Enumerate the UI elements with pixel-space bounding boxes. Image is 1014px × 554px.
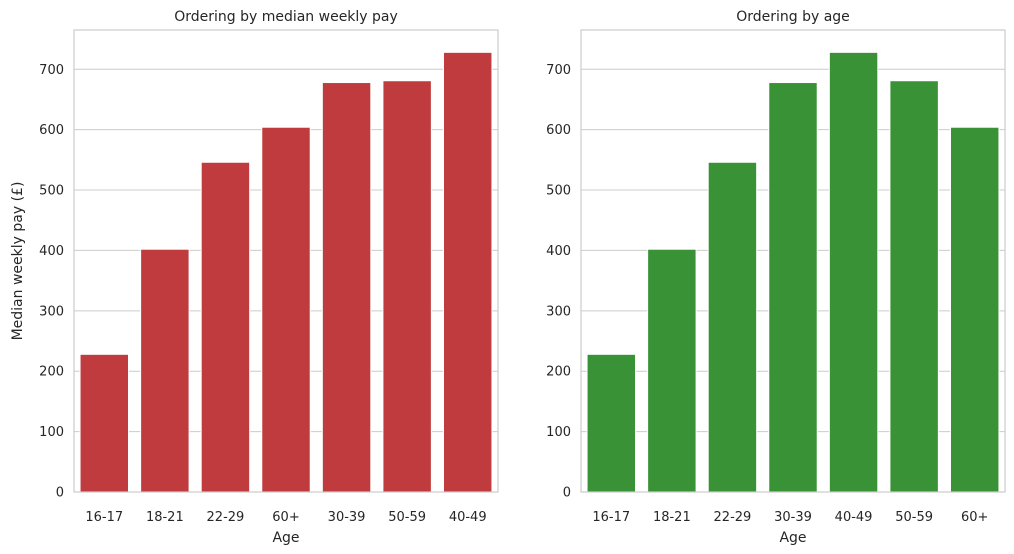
y-tick-label: 0 — [56, 486, 64, 501]
x-tick-label: 50-59 — [895, 510, 933, 525]
x-tick-labels: 16-17 18-21 22-29 60+ 30-39 50-59 40-49 — [85, 510, 486, 525]
x-axis-label: Age — [779, 530, 806, 546]
y-tick-label: 600 — [39, 123, 64, 138]
y-tick-label: 500 — [39, 184, 64, 199]
y-tick-label: 200 — [39, 365, 64, 380]
x-tick-label: 18-21 — [653, 510, 691, 525]
chart-panel-age-order: Ordering by age Age 16-17 18-21 22-29 30-39… — [546, 9, 1006, 546]
bars — [586, 51, 1000, 493]
x-tick-label: 40-49 — [449, 510, 487, 525]
x-tick-label: 16-17 — [592, 510, 630, 525]
y-tick-label: 300 — [546, 304, 571, 319]
bar-40-49 — [442, 51, 493, 493]
bar-60+ — [261, 126, 311, 493]
bar-50-59 — [889, 80, 939, 493]
bar-16-17 — [586, 353, 637, 493]
bar-60+ — [949, 126, 1000, 493]
y-tick-label: 500 — [546, 184, 571, 199]
x-tick-label: 18-21 — [146, 510, 184, 525]
bar-30-39 — [768, 82, 818, 493]
y-tick-labels: 0 100 200 300 400 500 600 700 — [39, 63, 64, 501]
y-tick-label: 400 — [546, 244, 571, 259]
y-tick-label: 0 — [563, 486, 571, 501]
x-tick-labels: 16-17 18-21 22-29 30-39 40-49 50-59 60+ — [592, 510, 988, 525]
y-tick-label: 100 — [546, 425, 571, 440]
x-tick-label: 22-29 — [714, 510, 752, 525]
chart-title: Ordering by median weekly pay — [174, 9, 398, 25]
y-tick-labels: 0 100 200 300 400 500 600 700 — [546, 63, 571, 501]
y-tick-label: 300 — [39, 304, 64, 319]
bar-18-21 — [140, 248, 190, 493]
bar-50-59 — [382, 80, 432, 493]
chart-panel-pay-order: Ordering by median weekly pay Age Median… — [10, 9, 499, 546]
y-axis-label: Median weekly pay (£) — [10, 182, 26, 341]
x-tick-label: 30-39 — [328, 510, 366, 525]
x-tick-label: 22-29 — [207, 510, 245, 525]
y-tick-label: 700 — [546, 63, 571, 78]
plot-frame — [73, 29, 499, 493]
bars — [79, 51, 493, 493]
chart-title: Ordering by age — [736, 9, 850, 25]
y-tick-label: 400 — [39, 244, 64, 259]
y-tick-label: 700 — [39, 63, 64, 78]
x-tick-label: 60+ — [961, 510, 988, 525]
bar-22-29 — [200, 161, 251, 493]
bar-40-49 — [828, 51, 879, 493]
x-tick-label: 50-59 — [388, 510, 426, 525]
x-axis-label: Age — [272, 530, 299, 546]
y-tick-label: 100 — [39, 425, 64, 440]
x-tick-label: 16-17 — [85, 510, 123, 525]
y-tick-label: 600 — [546, 123, 571, 138]
x-tick-label: 30-39 — [774, 510, 812, 525]
x-tick-label: 40-49 — [835, 510, 873, 525]
bar-18-21 — [647, 248, 697, 493]
bar-16-17 — [79, 353, 130, 493]
bar-30-39 — [321, 82, 372, 493]
x-tick-label: 60+ — [272, 510, 299, 525]
plot-frame — [580, 29, 1006, 493]
bar-22-29 — [707, 161, 758, 493]
y-tick-label: 200 — [546, 365, 571, 380]
